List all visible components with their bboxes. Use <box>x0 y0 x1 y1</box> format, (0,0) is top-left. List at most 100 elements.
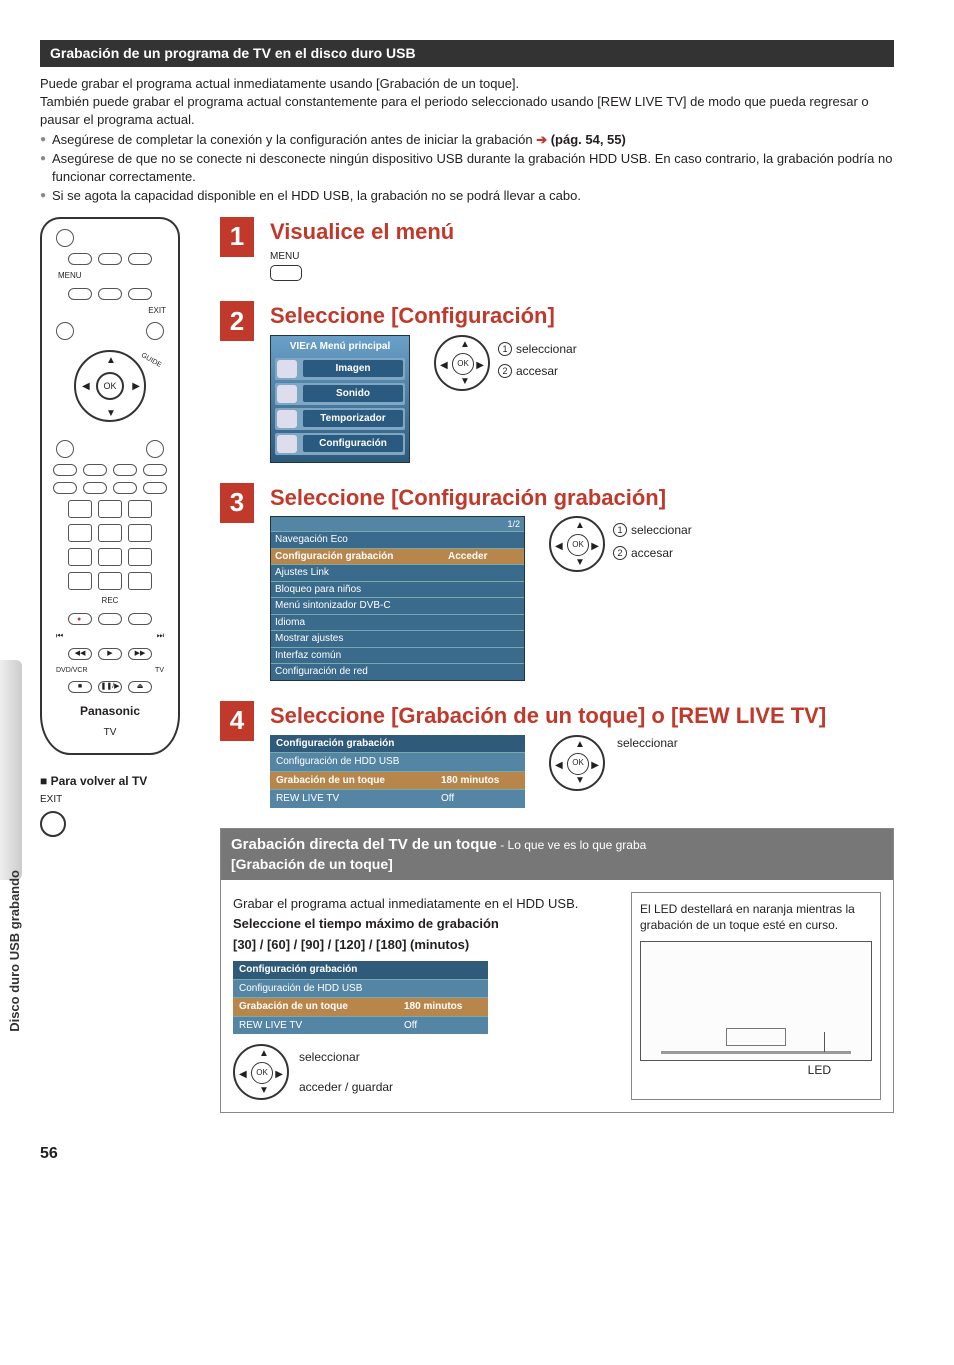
remote-btn[interactable] <box>113 482 137 494</box>
pause-button[interactable]: ❚❚/▶ <box>98 681 122 693</box>
remote-btn[interactable] <box>53 464 77 476</box>
page-number: 56 <box>40 1143 894 1165</box>
remote-btn[interactable] <box>143 464 167 476</box>
main-menu-panel: VIEᴦA Menú principal Imagen Sonido Tempo… <box>270 335 410 463</box>
remote-btn[interactable] <box>98 524 122 542</box>
intro-block: Puede grabar el programa actual inmediat… <box>40 75 894 205</box>
table-header: Configuración grabación <box>233 961 488 979</box>
menu-button[interactable] <box>68 288 92 300</box>
row-label: Configuración de HDD USB <box>270 753 435 771</box>
remote-btn[interactable] <box>98 500 122 518</box>
menu-item[interactable]: Configuración <box>275 433 405 455</box>
config-table: 1/2 Navegación Eco Configuración grabaci… <box>270 516 525 681</box>
remote-btn[interactable] <box>143 482 167 494</box>
remote-btn[interactable] <box>56 322 74 340</box>
row-value <box>435 753 525 771</box>
table-row[interactable]: Idioma <box>271 614 524 631</box>
row-value: Off <box>435 790 525 808</box>
remote-btn[interactable] <box>113 464 137 476</box>
menu-item[interactable]: Sonido <box>275 383 405 405</box>
remote-btn[interactable] <box>83 464 107 476</box>
ok-icon[interactable]: OK <box>567 534 589 556</box>
remote-btn[interactable] <box>53 482 77 494</box>
dpad-icon[interactable]: OK ▲▼◀▶ <box>549 735 605 791</box>
remote-btn[interactable] <box>68 572 92 590</box>
table-row[interactable]: Configuración de red <box>271 663 524 680</box>
remote-btn[interactable] <box>98 253 122 265</box>
num-1-icon: 1 <box>613 523 627 537</box>
table-row[interactable]: Grabación de un toque180 minutos <box>270 771 525 790</box>
menu-button-icon[interactable] <box>270 265 302 281</box>
table-row[interactable]: Configuración de HDD USB <box>233 979 488 998</box>
rec-button[interactable]: ● <box>68 613 92 625</box>
remote-btn[interactable] <box>146 440 164 458</box>
return-tv-hdr: ■ Para volver al TV <box>40 773 200 789</box>
step-num: 3 <box>220 483 254 523</box>
box-title-3: [Grabación de un toque] <box>231 856 393 872</box>
table-row[interactable]: Ajustes Link <box>271 564 524 581</box>
row-label: Interfaz común <box>271 648 444 664</box>
tv-button[interactable]: ⏏ <box>128 681 152 693</box>
tv-label: TV <box>155 666 164 675</box>
rew-button[interactable]: ◀◀ <box>68 648 92 660</box>
record-config-table-2: Configuración grabación Configuración de… <box>233 961 488 1034</box>
table-row[interactable]: Configuración de HDD USB <box>270 752 525 771</box>
one-touch-record-box: Grabación directa del TV de un toque - L… <box>220 828 894 1114</box>
intro-bullet: Si se agota la capacidad disponible en e… <box>40 187 894 205</box>
remote-btn[interactable] <box>83 482 107 494</box>
ff-button[interactable]: ▶▶ <box>128 648 152 660</box>
table-row[interactable]: Interfaz común <box>271 647 524 664</box>
num-2-icon: 2 <box>613 546 627 560</box>
ok-icon[interactable]: OK <box>452 353 474 375</box>
dpad[interactable]: OK ▲▼◀▶ GUIDE <box>60 350 160 430</box>
menu-item[interactable]: Imagen <box>275 358 405 380</box>
remote-btn[interactable] <box>98 613 122 625</box>
dpad-icon[interactable]: OK ▲▼◀▶ <box>233 1044 289 1100</box>
remote-btn[interactable] <box>98 548 122 566</box>
power-button[interactable] <box>56 229 74 247</box>
row-label: Configuración grabación <box>271 549 444 565</box>
remote-btn[interactable] <box>68 253 92 265</box>
remote-btn[interactable] <box>128 253 152 265</box>
table-row[interactable]: Grabación de un toque180 minutos <box>233 997 488 1016</box>
menu-item[interactable]: Temporizador <box>275 408 405 430</box>
sel-label: seleccionar <box>299 1049 393 1065</box>
remote-btn[interactable] <box>68 548 92 566</box>
remote-btn[interactable] <box>56 440 74 458</box>
menu-item-label: Sonido <box>303 385 403 403</box>
imagen-icon <box>277 360 297 378</box>
step-2: 2 Seleccione [Configuración] VIEᴦA Menú … <box>220 301 894 462</box>
remote-btn[interactable] <box>98 288 122 300</box>
table-row[interactable]: Configuración grabaciónAcceder <box>271 548 524 565</box>
table-row[interactable]: Navegación Eco <box>271 531 524 548</box>
remote-btn[interactable] <box>98 572 122 590</box>
remote-btn[interactable] <box>128 613 152 625</box>
ok-icon[interactable]: OK <box>567 753 589 775</box>
intro-bullet: Asegúrese de completar la conexión y la … <box>40 131 894 149</box>
table-row[interactable]: Menú sintonizador DVB-C <box>271 597 524 614</box>
table-row[interactable]: REW LIVE TVOff <box>270 789 525 808</box>
table-row[interactable]: Mostrar ajustes <box>271 630 524 647</box>
remote-btn[interactable] <box>68 500 92 518</box>
exit-button-large[interactable] <box>40 811 66 837</box>
remote-btn[interactable] <box>128 524 152 542</box>
table-row[interactable]: Bloqueo para niños <box>271 581 524 598</box>
table-row[interactable]: REW LIVE TVOff <box>233 1016 488 1035</box>
ok-icon[interactable]: OK <box>251 1062 273 1084</box>
sel-label: seleccionar <box>516 341 577 357</box>
play-button[interactable]: ▶ <box>98 648 122 660</box>
dpad-icon[interactable]: OK ▲▼◀▶ <box>434 335 490 391</box>
remote-btn[interactable] <box>128 548 152 566</box>
exit-button[interactable] <box>146 322 164 340</box>
record-config-table: Configuración grabación Configuración de… <box>270 735 525 808</box>
intro-b1-text: Asegúrese de completar la conexión y la … <box>52 132 533 147</box>
remote-btn[interactable] <box>128 500 152 518</box>
dpad-icon[interactable]: OK ▲▼◀▶ <box>549 516 605 572</box>
sel-label: seleccionar <box>631 522 692 538</box>
remote-btn[interactable] <box>68 524 92 542</box>
remote-btn[interactable] <box>128 572 152 590</box>
row-value: Acceder <box>444 549 524 565</box>
remote-btn[interactable] <box>128 288 152 300</box>
box-header: Grabación directa del TV de un toque - L… <box>221 829 893 880</box>
stop-button[interactable]: ■ <box>68 681 92 693</box>
